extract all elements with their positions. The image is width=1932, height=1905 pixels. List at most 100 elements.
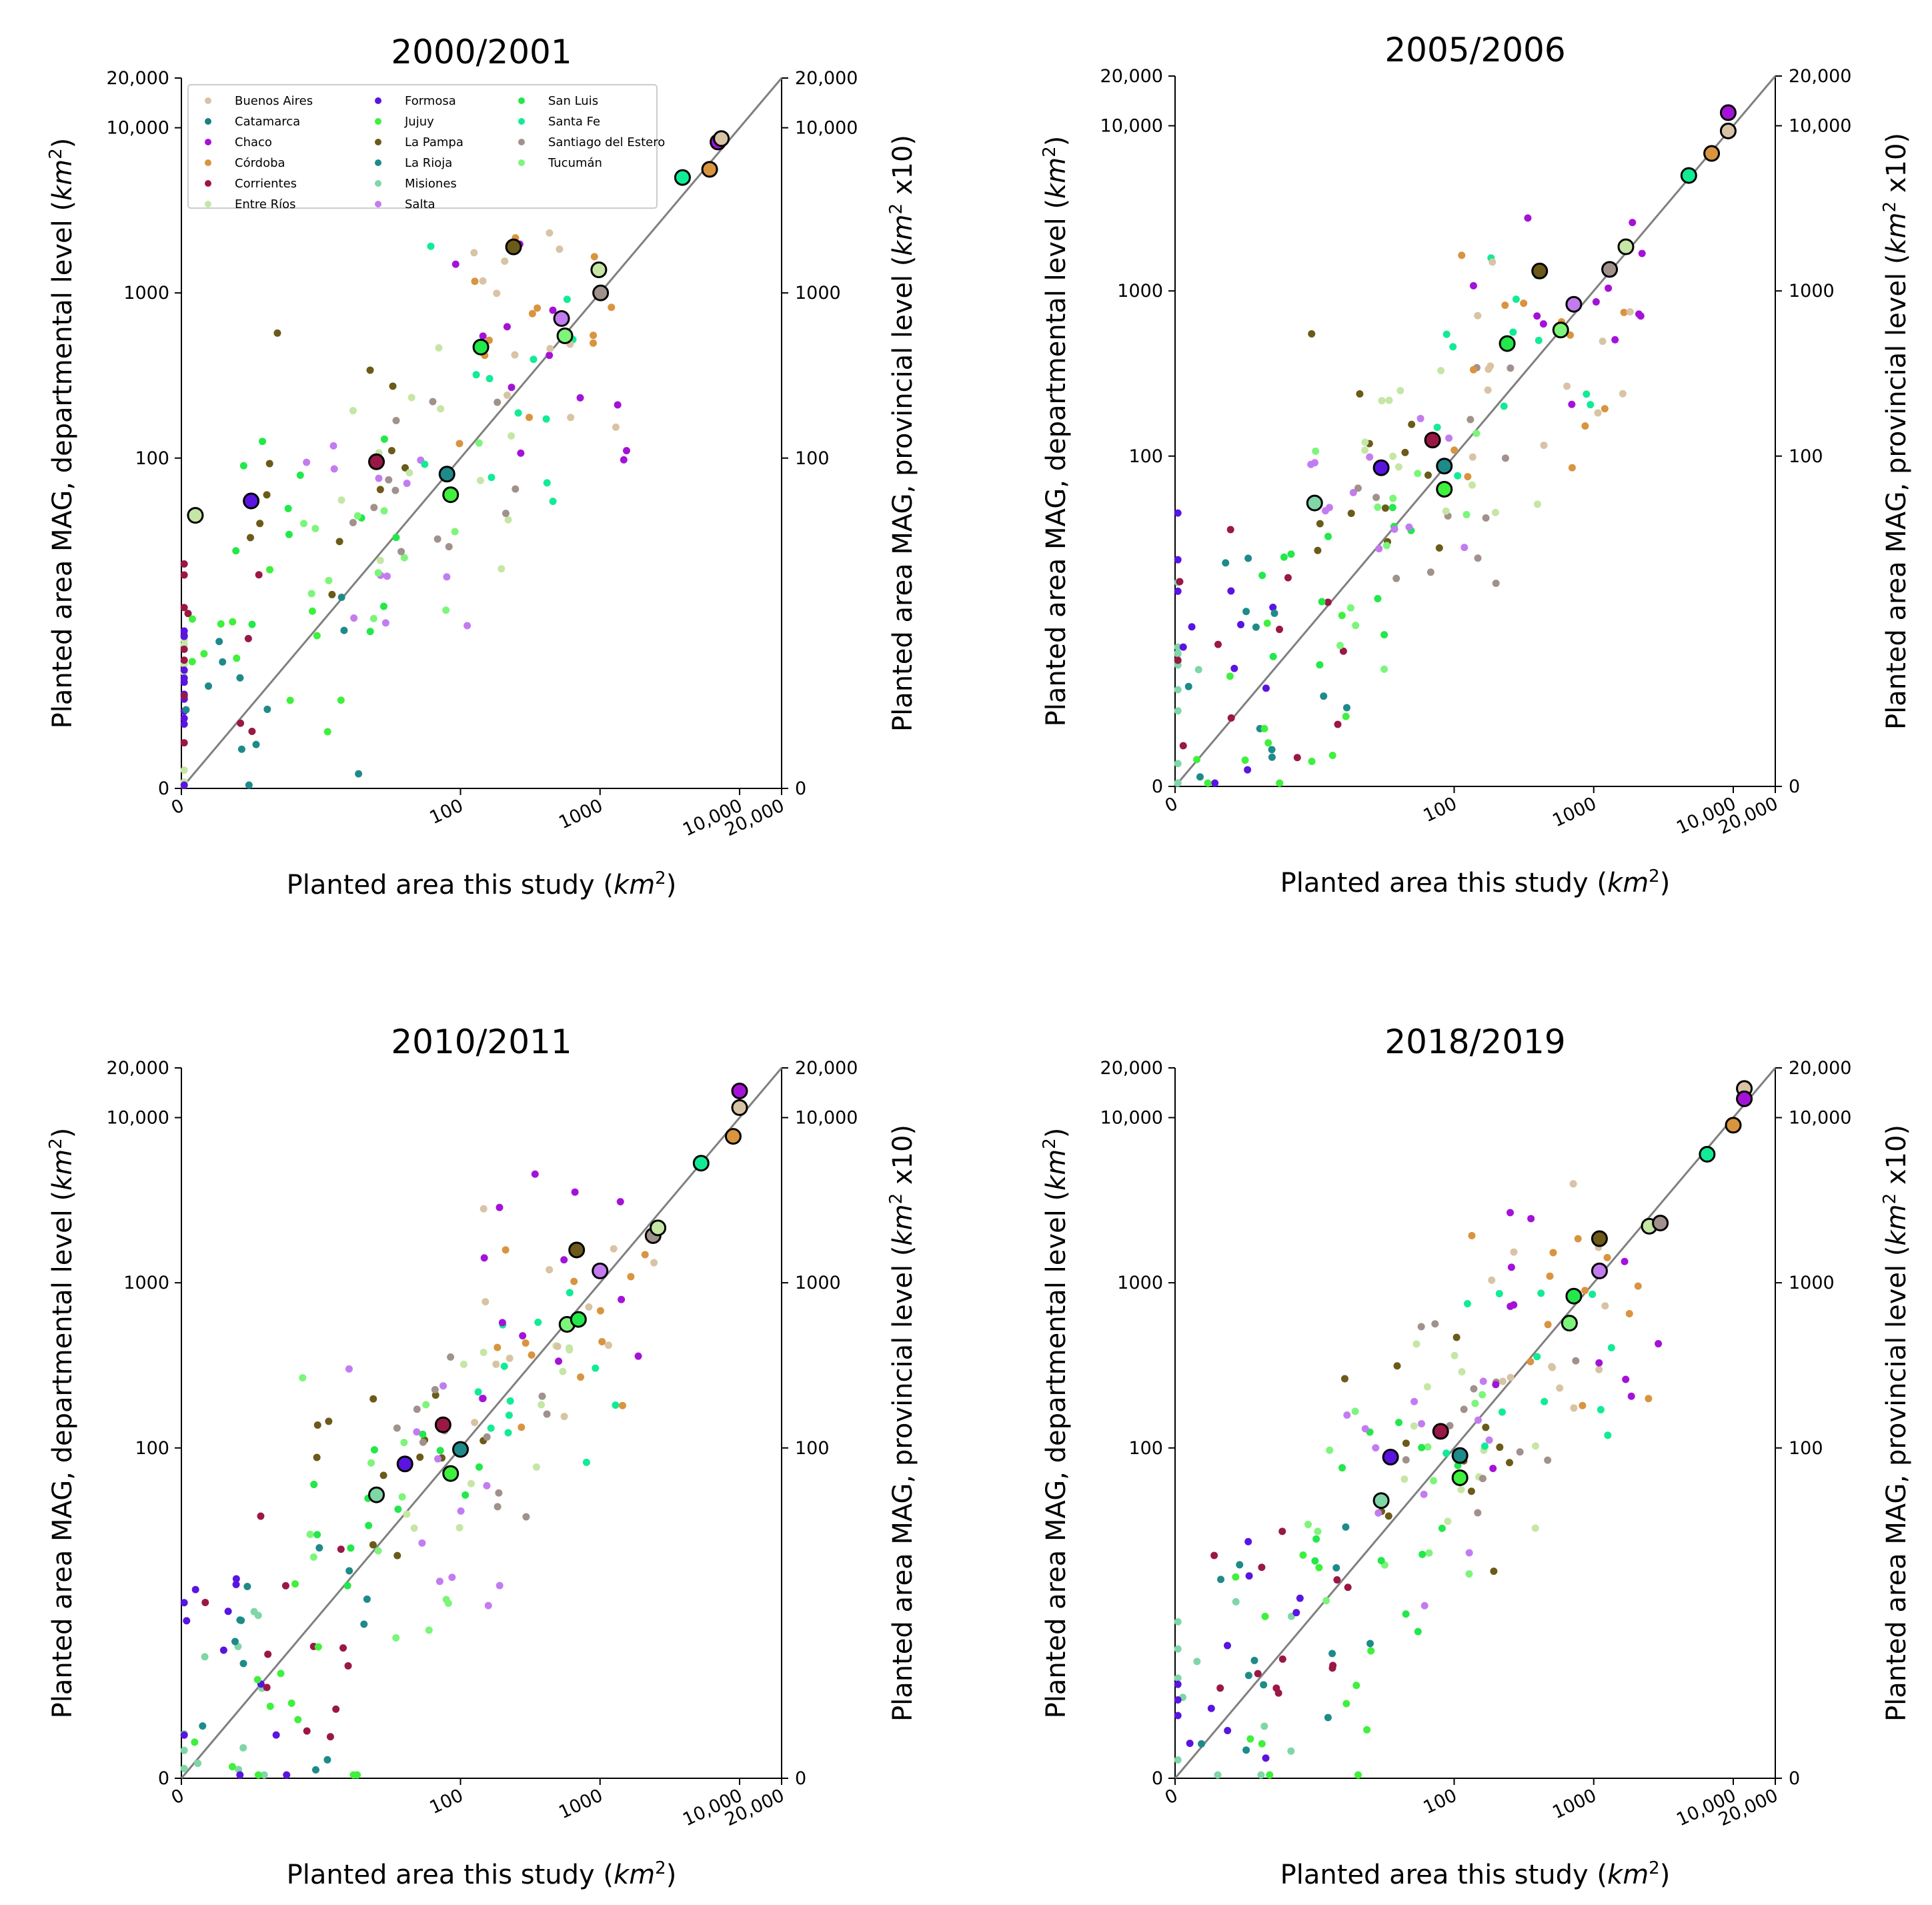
x-axis-label: Planted area this study (km2): [1280, 1858, 1671, 1890]
provincial-point: [438, 466, 455, 483]
departmental-point: [1293, 754, 1301, 762]
departmental-point: [180, 739, 188, 747]
departmental-point: [447, 1353, 455, 1361]
departmental-point: [1390, 525, 1398, 533]
departmental-point: [1262, 1754, 1270, 1762]
provincial-point: [1565, 1287, 1583, 1305]
one-to-one-line: [180, 77, 783, 789]
y2-tick-label: 0: [1789, 776, 1800, 797]
departmental-point: [1260, 1681, 1268, 1689]
departmental-point: [325, 1417, 333, 1425]
departmental-point: [1272, 1684, 1280, 1692]
departmental-point: [400, 1439, 408, 1447]
departmental-point: [475, 1463, 484, 1471]
provincial-point: [1617, 238, 1635, 255]
departmental-point: [1174, 556, 1182, 564]
departmental-point: [1308, 757, 1316, 765]
departmental-point: [345, 1567, 353, 1575]
departmental-point: [1418, 1419, 1426, 1427]
departmental-point: [1224, 1642, 1232, 1650]
departmental-point: [1378, 397, 1386, 405]
departmental-point: [1349, 488, 1357, 496]
x-axis-label: Planted area this study (km2): [287, 1858, 677, 1890]
departmental-point: [1366, 1640, 1374, 1648]
departmental-point: [1496, 1443, 1504, 1451]
departmental-point: [1634, 1282, 1642, 1290]
departmental-point: [1468, 1231, 1476, 1239]
departmental-point: [1451, 446, 1459, 454]
legend-label: Jujuy: [404, 115, 434, 129]
provincial-point: [452, 1441, 469, 1458]
departmental-point: [1174, 707, 1182, 715]
departmental-point: [1374, 595, 1382, 603]
departmental-point: [1532, 1442, 1540, 1450]
departmental-point: [457, 1507, 465, 1515]
departmental-point: [1488, 1276, 1496, 1284]
panel-title: 2018/2019: [1384, 1023, 1565, 1061]
departmental-point: [1395, 1419, 1403, 1427]
departmental-point: [370, 1446, 378, 1454]
departmental-point: [493, 289, 501, 297]
departmental-point: [1325, 504, 1333, 512]
departmental-point: [538, 1401, 546, 1409]
provincial-point: [731, 1083, 748, 1100]
departmental-point: [405, 469, 413, 477]
departmental-point: [506, 1354, 514, 1362]
departmental-point: [546, 345, 554, 353]
departmental-point: [1479, 1391, 1487, 1399]
departmental-point: [180, 766, 188, 774]
departmental-point: [1556, 1384, 1564, 1392]
y2-axis-label: Planted area MAG, provincial level (km2 …: [886, 135, 918, 732]
departmental-point: [1354, 1771, 1362, 1779]
x-axis-label: Planted area this study (km2): [287, 868, 677, 900]
departmental-point: [576, 394, 584, 402]
y2-tick-label: 1000: [795, 1273, 841, 1293]
departmental-point: [554, 1343, 562, 1351]
legend-item: La Pampa: [375, 135, 463, 149]
departmental-point: [1414, 470, 1422, 478]
provincial-point: [1601, 261, 1619, 278]
departmental-point: [461, 1491, 469, 1499]
departmental-point: [1377, 1557, 1385, 1565]
departmental-point: [1418, 1443, 1426, 1451]
departmental-point: [484, 1602, 492, 1610]
departmental-point: [1449, 343, 1457, 351]
departmental-point: [1500, 402, 1508, 410]
departmental-point: [1174, 643, 1182, 651]
departmental-point: [1374, 1509, 1382, 1517]
departmental-point: [1258, 1740, 1266, 1748]
departmental-point: [479, 1395, 487, 1403]
departmental-point: [337, 593, 345, 601]
departmental-point: [1567, 331, 1575, 339]
departmental-point: [1461, 544, 1469, 552]
departmental-point: [1583, 390, 1591, 398]
departmental-point: [311, 524, 319, 532]
y-tick-label: 1000: [123, 283, 169, 303]
departmental-point: [180, 781, 188, 789]
y-tick-label: 10,000: [1100, 1108, 1163, 1129]
departmental-point: [498, 1319, 506, 1327]
y2-tick-label: 1000: [795, 283, 841, 303]
departmental-point: [1495, 1289, 1503, 1297]
departmental-point: [1601, 405, 1609, 413]
departmental-point: [1324, 1714, 1332, 1722]
provincial-point: [1531, 262, 1549, 279]
departmental-point: [1179, 742, 1187, 750]
departmental-point: [299, 520, 307, 528]
departmental-point: [1581, 1287, 1589, 1295]
departmental-point: [1458, 1368, 1466, 1376]
y-tick-label: 10,000: [107, 1108, 169, 1129]
departmental-point: [498, 565, 506, 573]
departmental-point: [1244, 1537, 1252, 1545]
departmental-point: [442, 1596, 450, 1604]
departmental-point: [1469, 366, 1477, 374]
departmental-point: [329, 442, 337, 450]
departmental-point: [201, 1599, 209, 1607]
provincial-point: [1561, 1315, 1578, 1332]
departmental-point: [566, 1344, 574, 1352]
departmental-point: [1214, 1771, 1222, 1779]
departmental-point: [650, 1259, 658, 1267]
